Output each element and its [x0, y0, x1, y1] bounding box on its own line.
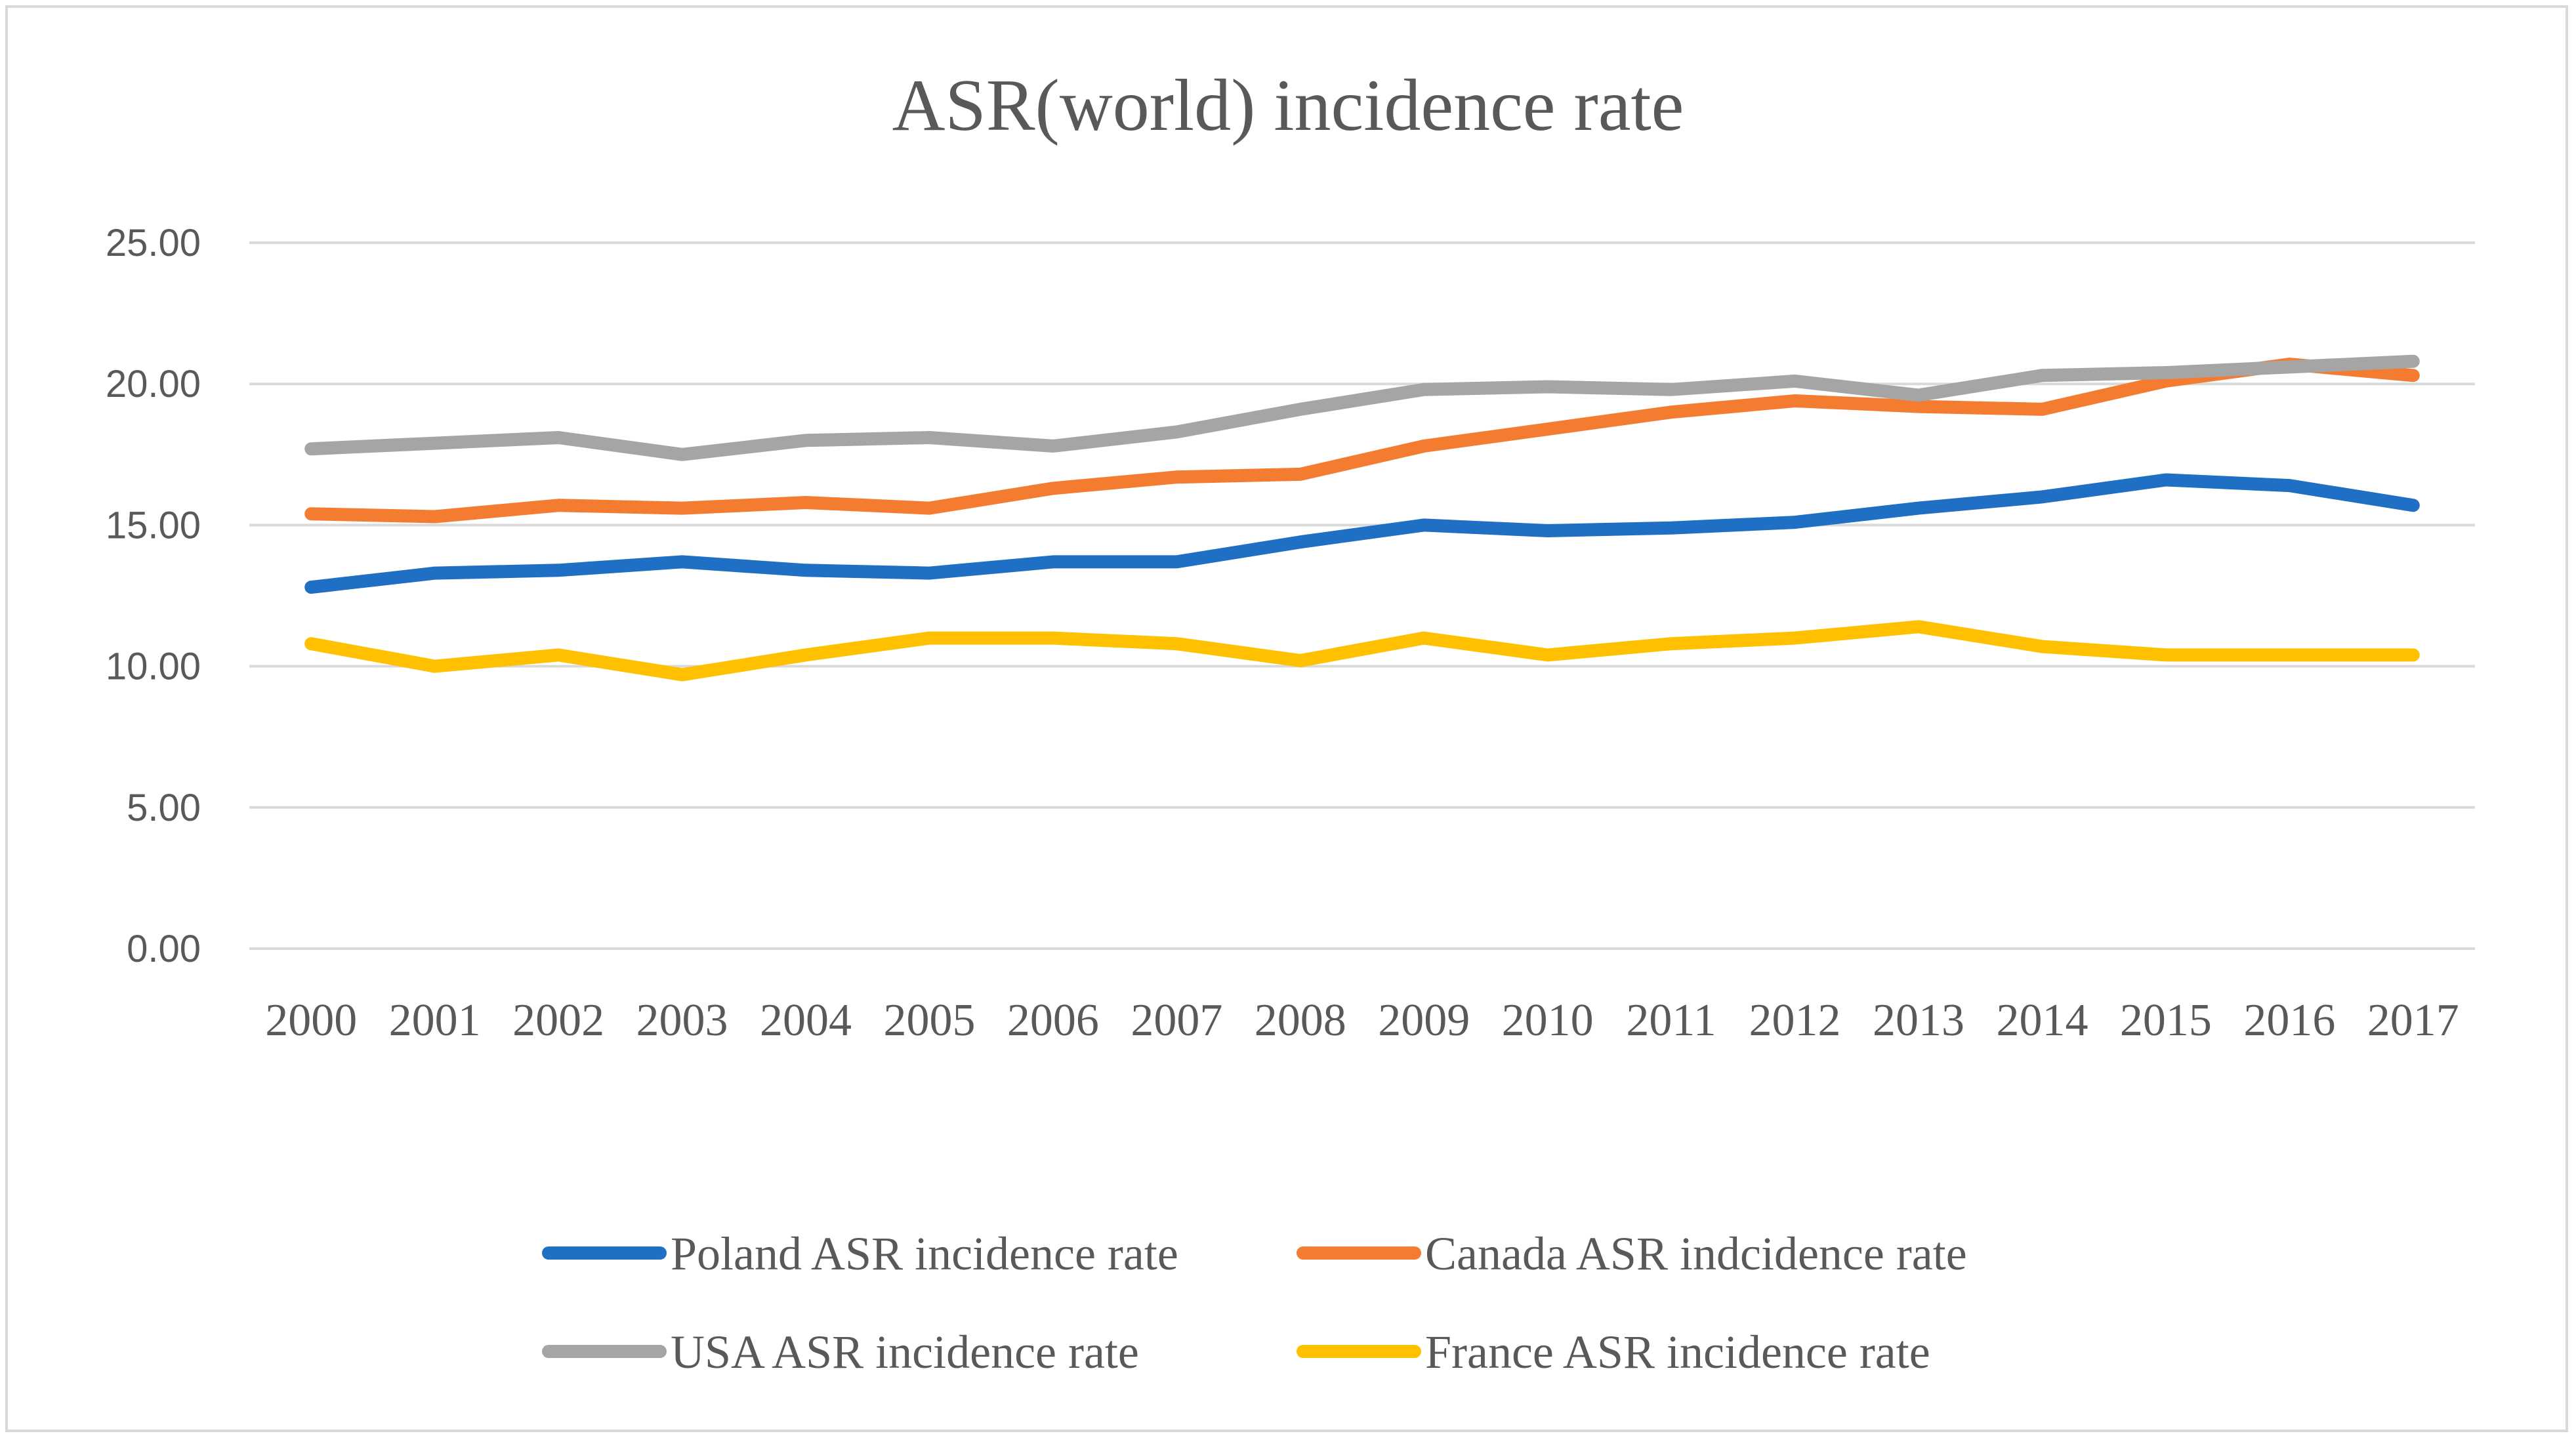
gridlines: [249, 241, 2475, 950]
x-tick-label: 2012: [1749, 995, 1841, 1046]
x-tick-label: 2009: [1378, 995, 1470, 1046]
x-tick-label: 2004: [760, 995, 852, 1046]
y-tick-label: 20.00: [106, 363, 201, 405]
x-tick-label: 2010: [1502, 995, 1594, 1046]
x-tick-label: 2001: [389, 995, 481, 1046]
x-tick-label: 2005: [883, 995, 975, 1046]
series-line-3: [304, 354, 2420, 461]
x-axis-ticks: 2000 2001 2002 2003 2004 2005 2006 2007 2008 2009…: [265, 995, 2459, 1046]
x-tick-label: 2008: [1255, 995, 1346, 1046]
series-line-1: [304, 473, 2420, 594]
legend-label-4: France ASR incidence rate: [1425, 1326, 1930, 1378]
series-line-4: [304, 620, 2420, 682]
x-tick-label: 2000: [265, 995, 357, 1046]
x-tick-label: 2002: [512, 995, 604, 1046]
series-line-2: [304, 358, 2420, 524]
x-tick-label: 2015: [2120, 995, 2212, 1046]
x-tick-label: 2016: [2243, 995, 2335, 1046]
y-tick-label: 25.00: [106, 222, 201, 264]
y-tick-label: 15.00: [106, 504, 201, 546]
x-tick-label: 2003: [636, 995, 728, 1046]
y-tick-label: 5.00: [127, 787, 201, 829]
x-tick-label: 2007: [1131, 995, 1222, 1046]
x-tick-label: 2017: [2367, 995, 2459, 1046]
chart-title: ASR(world) incidence rate: [892, 65, 1684, 146]
legend-label-2: Canada ASR indcidence rate: [1425, 1227, 1967, 1280]
legend-label-1: Poland ASR incidence rate: [671, 1227, 1178, 1280]
legend: Poland ASR incidence rate Canada ASR indc…: [542, 1227, 1967, 1378]
x-tick-label: 2013: [1873, 995, 1964, 1046]
series-lines: [304, 354, 2420, 682]
legend-label-3: USA ASR incidence rate: [671, 1326, 1139, 1378]
x-tick-label: 2011: [1626, 995, 1716, 1046]
y-axis-ticks: 0.00 5.00 10.00 15.00 20.00 25.00: [106, 222, 201, 970]
y-tick-label: 0.00: [127, 928, 201, 970]
x-tick-label: 2014: [1996, 995, 2088, 1046]
y-tick-label: 10.00: [106, 646, 201, 688]
x-tick-label: 2006: [1007, 995, 1099, 1046]
